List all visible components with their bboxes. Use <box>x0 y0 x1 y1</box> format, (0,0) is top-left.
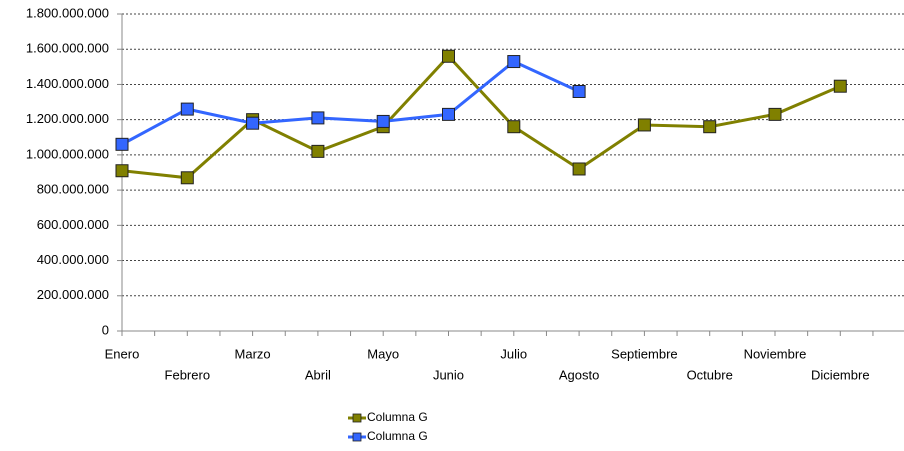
point <box>572 84 586 98</box>
point <box>768 107 782 121</box>
x-tick-label: Septiembre <box>611 346 677 361</box>
y-tick-label: 1.400.000.000 <box>26 76 109 91</box>
y-tick-label: 1.600.000.000 <box>26 41 109 56</box>
point <box>180 171 194 185</box>
y-tick-label: 200.000.000 <box>37 287 109 302</box>
point <box>833 79 847 93</box>
x-tick-label: Mayo <box>367 346 399 361</box>
x-tick-label: Febrero <box>165 367 211 382</box>
y-tick-label: 1.200.000.000 <box>26 111 109 126</box>
x-tick-label: Diciembre <box>811 367 870 382</box>
x-tick-label: Julio <box>500 346 527 361</box>
point <box>180 102 194 116</box>
point <box>572 162 586 176</box>
point <box>115 137 129 151</box>
point <box>507 55 521 69</box>
y-tick-label: 800.000.000 <box>37 182 109 197</box>
x-tick-label: Noviembre <box>744 346 807 361</box>
x-tick-label: Octubre <box>687 367 733 382</box>
point <box>246 116 260 130</box>
point <box>637 118 651 132</box>
y-tick-label: 0 <box>102 322 109 337</box>
y-tick-label: 1.000.000.000 <box>26 146 109 161</box>
x-tick-label: Abril <box>305 367 331 382</box>
legend-marker <box>352 432 362 442</box>
point <box>442 49 455 63</box>
x-tick-label: Enero <box>105 346 140 361</box>
point <box>311 144 325 158</box>
point <box>703 120 717 134</box>
point <box>376 114 390 128</box>
x-tick-label: Marzo <box>235 346 271 361</box>
series-line <box>121 59 580 146</box>
legend-label: Columna G <box>367 429 428 443</box>
legend-marker <box>352 413 362 423</box>
point <box>442 107 455 121</box>
x-tick-label: Junio <box>433 367 464 382</box>
point <box>115 164 129 178</box>
legend-label: Columna G <box>367 410 428 424</box>
y-tick-label: 1.800.000.000 <box>26 5 109 20</box>
x-tick-label: Agosto <box>559 367 599 382</box>
series-line <box>121 54 841 180</box>
y-tick-label: 400.000.000 <box>37 252 109 267</box>
point <box>311 111 325 125</box>
y-tick-label: 600.000.000 <box>37 217 109 232</box>
point <box>507 120 521 134</box>
